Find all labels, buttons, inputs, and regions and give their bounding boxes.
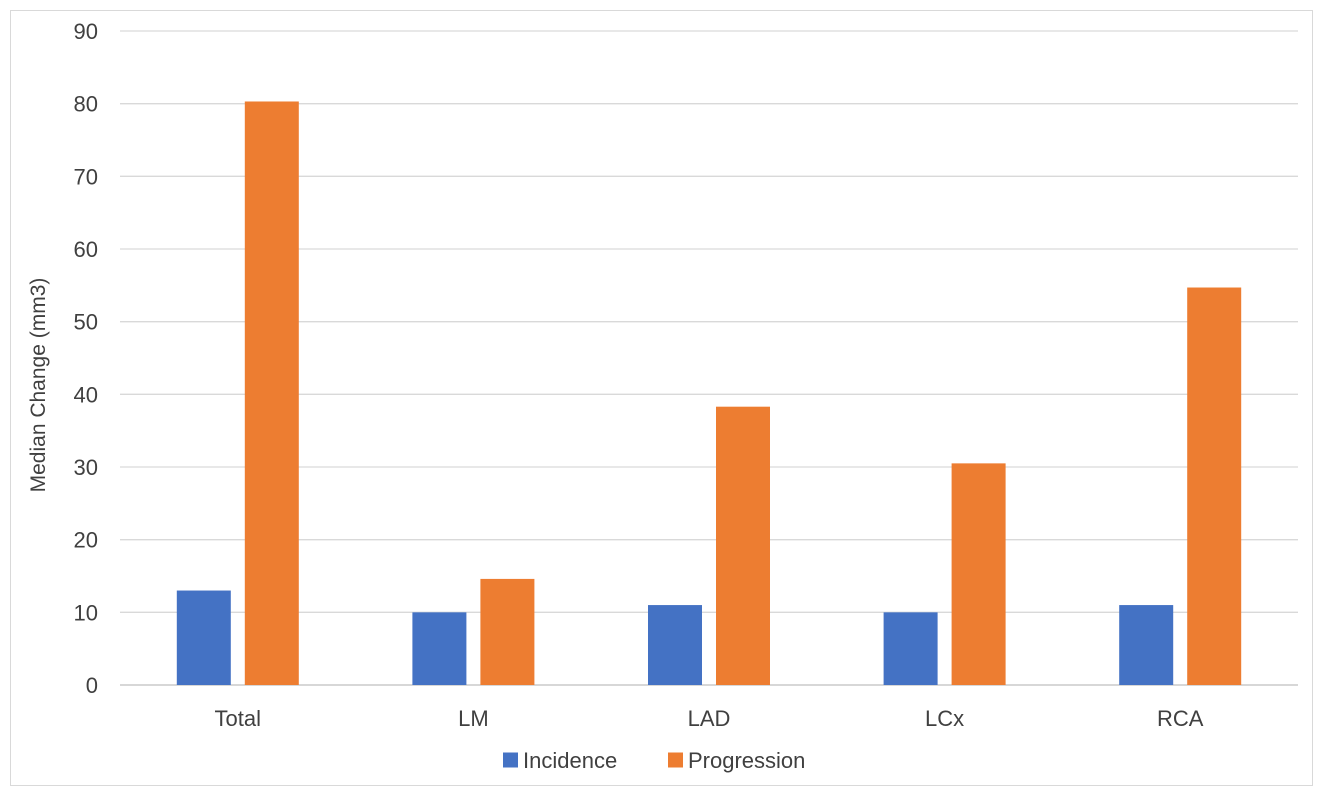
x-tick-label: LAD — [688, 706, 731, 731]
legend: Incidence Progression — [503, 748, 805, 773]
bar-progression-lad — [716, 406, 770, 685]
legend-swatch-incidence — [503, 752, 518, 768]
bar-incidence-total — [176, 590, 231, 685]
y-axis-title: Median Change (mm3) — [27, 278, 50, 493]
bar-progression-total — [244, 101, 299, 685]
bar-progression-lm — [480, 578, 535, 685]
y-tick-label: 40 — [74, 382, 98, 407]
y-tick-label: 50 — [74, 310, 98, 335]
gridlines — [120, 30, 1298, 686]
bar-incidence-lm — [412, 612, 467, 685]
y-tick-label: 0 — [86, 673, 98, 698]
x-tick-label: LCx — [925, 706, 964, 731]
bar-progression-rca — [1187, 287, 1242, 685]
bar-incidence-lcx — [883, 612, 938, 685]
bars — [176, 101, 1242, 685]
bar-incidence-rca — [1119, 605, 1174, 685]
legend-label-incidence: Incidence — [523, 748, 617, 773]
y-tick-label: 20 — [74, 528, 98, 553]
x-tick-label: Total — [215, 706, 261, 731]
bar-progression-lcx — [951, 463, 1006, 685]
bar-incidence-lad — [648, 605, 702, 685]
x-tick-label: LM — [458, 706, 489, 731]
y-tick-label: 10 — [74, 600, 98, 625]
y-tick-label: 90 — [74, 19, 98, 44]
y-axis-ticks: 0 10 20 30 40 50 60 70 80 90 — [74, 19, 98, 698]
y-tick-label: 30 — [74, 455, 98, 480]
x-tick-label: RCA — [1157, 706, 1204, 731]
y-tick-label: 80 — [74, 92, 98, 117]
y-tick-label: 70 — [74, 164, 98, 189]
legend-label-progression: Progression — [688, 748, 805, 773]
y-tick-label: 60 — [74, 237, 98, 262]
x-axis-ticks: Total LM LAD LCx RCA — [215, 706, 1204, 731]
legend-swatch-progression — [668, 752, 683, 768]
